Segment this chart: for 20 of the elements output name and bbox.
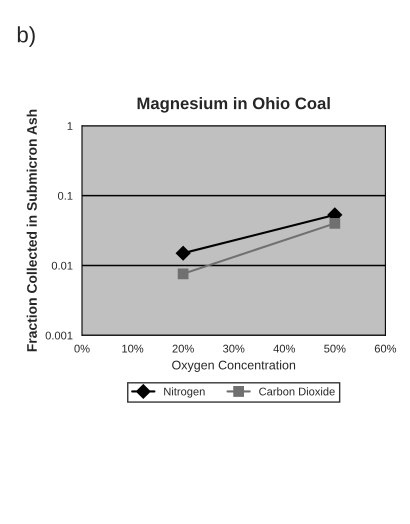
legend-label: Nitrogen [164, 387, 205, 398]
text: b) [18, 26, 35, 47]
legend-label: Carbon Dioxide [259, 387, 335, 396]
point [329, 218, 340, 229]
point [178, 268, 189, 280]
y-axis-title: Fraction Collected in Submicron Ash [26, 110, 37, 352]
x-tick-label: 30% [223, 344, 244, 353]
y-tick-label: 1 [68, 122, 72, 130]
x-axis-title: Oxygen Concentration [172, 360, 296, 372]
point [176, 246, 191, 261]
x-tick-label: 60% [374, 344, 396, 353]
x-tick-label: 0% [74, 344, 90, 353]
y-tick-label: 0.001 [46, 332, 72, 340]
x-tick-label: 10% [122, 344, 144, 353]
x-tick-label: 20% [172, 344, 194, 353]
y-tick-label: 0.1 [58, 192, 72, 200]
x-tick-label: 40% [273, 344, 295, 353]
y-tick-label: 0.01 [52, 262, 72, 270]
chart-title: Magnesium in Ohio Coal [138, 97, 330, 113]
x-tick-label: 50% [324, 344, 346, 353]
